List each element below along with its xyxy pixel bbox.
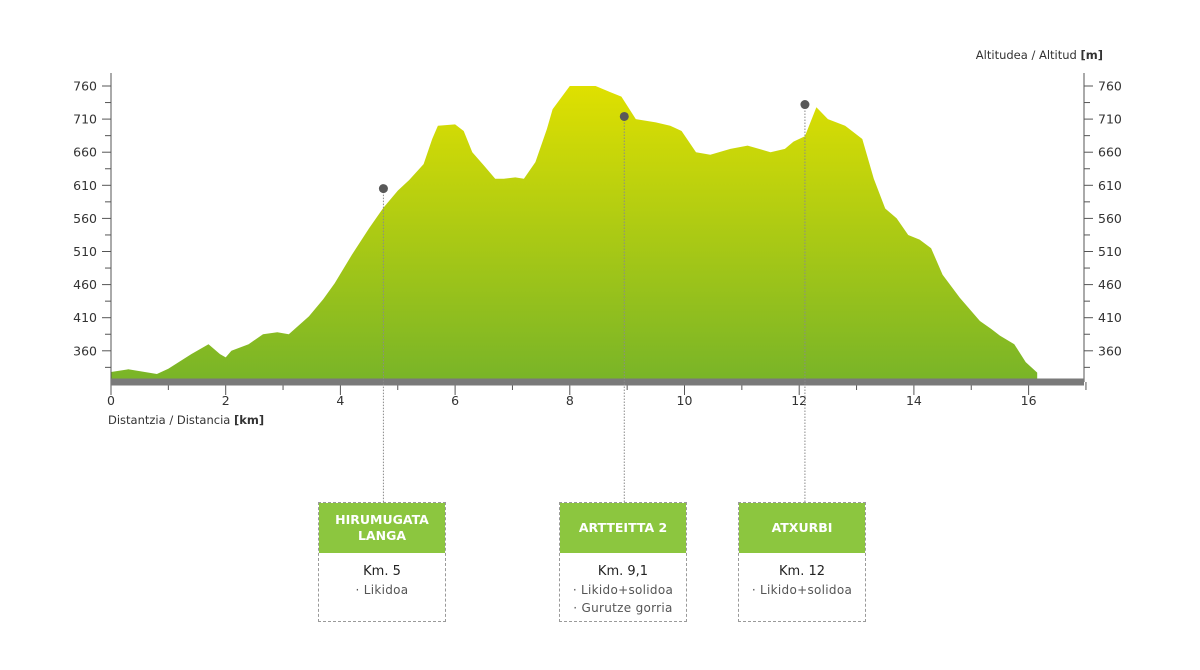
x-tick-label: 14 — [906, 393, 922, 408]
waypoint-title: HIRUMUGATA LANGA — [319, 503, 445, 553]
y-tick-label-left: 710 — [73, 112, 97, 127]
y-tick-label-right: 660 — [1098, 145, 1122, 160]
x-tick-label: 2 — [222, 393, 230, 408]
waypoint-marker — [619, 111, 629, 121]
waypoint-note: · Gurutze gorria — [573, 601, 673, 615]
waypoint-title: ARTTEITTA 2 — [560, 503, 686, 553]
y-tick-label-right: 760 — [1098, 79, 1122, 94]
waypoint-card-hirumugata: HIRUMUGATA LANGA Km. 5 · Likidoa — [318, 502, 446, 622]
y-tick-label-right: 560 — [1098, 211, 1122, 226]
y-tick-label-left: 610 — [73, 178, 97, 193]
x-axis-title-text: Distantzia / Distancia — [108, 413, 231, 427]
waypoint-km: Km. 9,1 — [597, 564, 649, 579]
y-tick-label-left: 560 — [73, 211, 97, 226]
y-axis-unit: [m] — [1080, 48, 1104, 62]
y-tick-label-left: 760 — [73, 79, 97, 94]
x-tick-label: 4 — [336, 393, 344, 408]
waypoint-note: · Likido+solidoa — [572, 583, 674, 597]
waypoint-note: · Likidoa — [355, 583, 409, 597]
x-axis-unit: [km] — [233, 413, 265, 427]
elevation-area — [111, 86, 1038, 382]
x-tick-label: 0 — [107, 393, 115, 408]
y-tick-label-right: 710 — [1098, 112, 1122, 127]
y-tick-label-right: 610 — [1098, 178, 1122, 193]
x-tick-label: 10 — [677, 393, 693, 408]
y-tick-label-left: 510 — [73, 244, 97, 259]
waypoint-marker — [800, 100, 810, 110]
waypoint-km: Km. 12 — [779, 564, 825, 579]
waypoint-card-artteitta: ARTTEITTA 2 Km. 9,1 · Likido+solidoa · G… — [559, 502, 687, 622]
y-axis-title: Altitudea / Altitud [m] — [976, 48, 1103, 62]
waypoint-card-atxurbi: ATXURBI Km. 12 · Likido+solidoa — [738, 502, 866, 622]
y-tick-label-right: 460 — [1098, 277, 1122, 292]
waypoint-marker — [378, 184, 388, 194]
y-tick-label-right: 510 — [1098, 244, 1122, 259]
y-tick-label-left: 660 — [73, 145, 97, 160]
y-tick-label-left: 460 — [73, 277, 97, 292]
waypoint-title: ATXURBI — [739, 503, 865, 553]
baseline-bar — [111, 378, 1084, 386]
x-tick-label: 12 — [791, 393, 807, 408]
y-axis-title-text: Altitudea / Altitud — [975, 48, 1077, 62]
x-tick-label: 16 — [1021, 393, 1037, 408]
y-tick-label-right: 360 — [1098, 343, 1122, 358]
y-tick-label-right: 410 — [1098, 310, 1122, 325]
y-tick-label-left: 360 — [73, 343, 97, 358]
x-tick-label: 8 — [566, 393, 574, 408]
y-tick-label-left: 410 — [73, 310, 97, 325]
x-axis-title: Distantzia / Distancia [km] — [108, 413, 264, 427]
waypoint-note: · Likido+solidoa — [751, 583, 853, 597]
waypoint-km: Km. 5 — [363, 564, 401, 579]
x-tick-label: 6 — [451, 393, 459, 408]
